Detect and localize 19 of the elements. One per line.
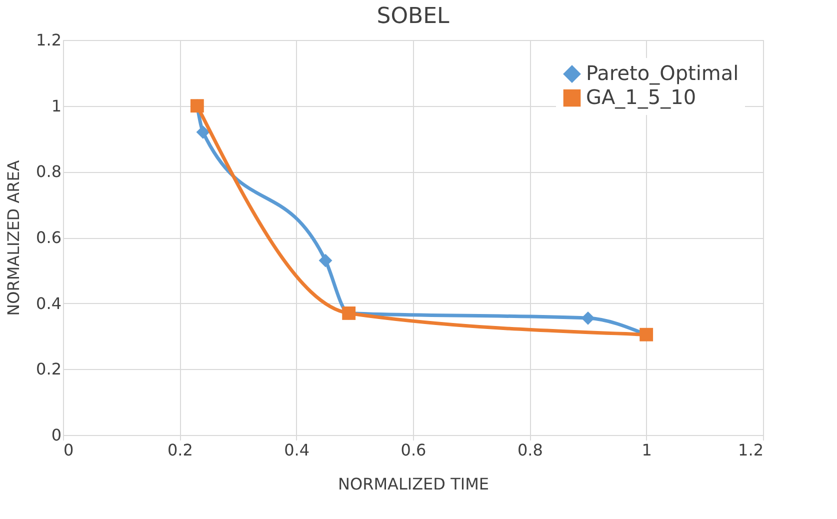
y-tick-label: 0.8: [36, 162, 62, 182]
y-tick-label: 0.2: [36, 360, 62, 379]
y-tick-label: 1: [51, 96, 62, 116]
x-tick-label: 0.8: [517, 440, 543, 460]
legend-label: Pareto_Optimal: [586, 61, 739, 85]
x-tick-label: 1: [642, 440, 652, 460]
x-tick-label: 0.6: [400, 440, 426, 460]
x-tick-label: 0: [64, 440, 74, 460]
x-axis-title: NORMALIZED TIME: [338, 474, 489, 494]
chart-title: SOBEL: [376, 4, 450, 29]
x-tick-label: 0.2: [167, 440, 193, 460]
x-tick-label: 1.2: [738, 440, 764, 460]
legend-label: GA_1_5_10: [586, 85, 696, 109]
y-tick-label: 0.4: [36, 294, 62, 313]
y-axis-title: NORMALIZED AREA: [4, 160, 24, 316]
x-tick-label: 0.4: [284, 440, 310, 460]
y-tick-label: 0: [51, 426, 62, 444]
y-tick-label: 1.2: [36, 30, 62, 50]
y-tick-label: 0.6: [36, 228, 62, 247]
